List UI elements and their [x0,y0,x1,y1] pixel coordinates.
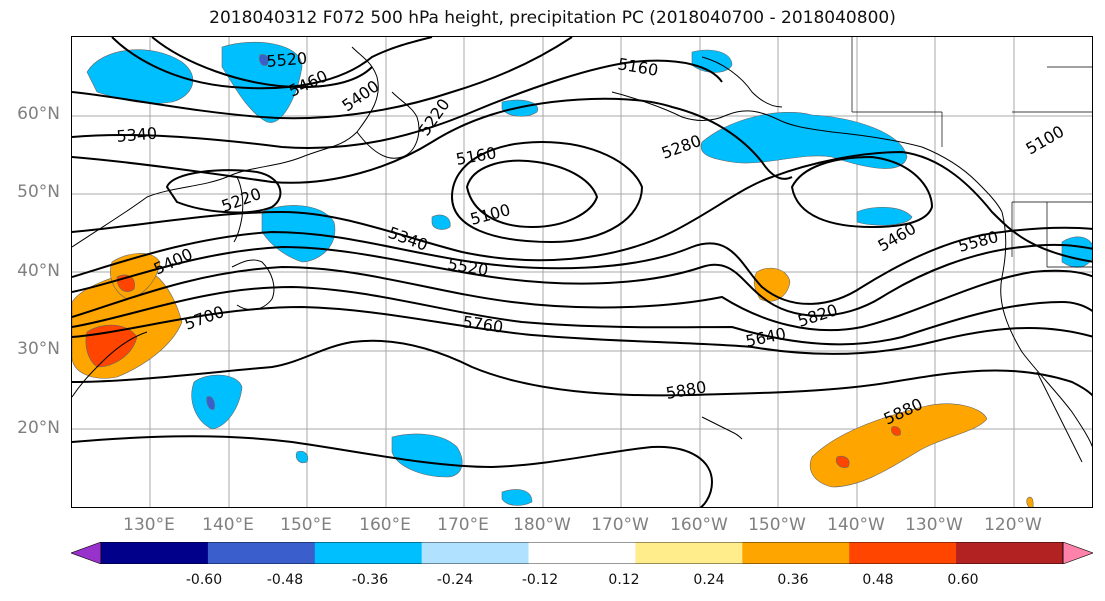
lon-label-130w: 130°W [905,515,963,535]
colorbar-extend-right [1062,542,1093,564]
precip-blue-small [431,214,451,230]
coast-baja [1036,371,1083,463]
lon-label-170e: 170°E [437,515,489,535]
colorbar-tick-label: -0.12 [521,572,559,588]
precip-red-se [836,455,850,468]
coast-asia [72,46,379,248]
precip-blue-alaska [700,112,908,169]
colorbar-tick-label: 0.48 [862,572,894,588]
precip-blue-coast [1061,236,1092,268]
colorbar-swatch [101,542,209,564]
colorbar-swatch [742,542,850,564]
lon-label-150e: 150°E [280,515,332,535]
lat-label-60n: 60°N [17,104,60,124]
coast-northamerica [1000,211,1092,448]
lon-label-150w: 150°W [748,515,806,535]
colorbar-swatch [635,542,743,564]
coast-alaska [611,91,1003,213]
colorbar-swatch [528,542,636,564]
colorbar-swatch [956,542,1064,564]
coast-sakhalin [233,176,244,243]
precip-red-japan [85,324,138,368]
lat-label-20n: 20°N [17,418,60,438]
contour-label: 5100 [1023,122,1068,159]
precip-orange-se [809,403,988,488]
colorbar-tick-label: 0.12 [608,572,640,588]
precip-blue-ne [691,49,733,73]
colorbar-frame [100,542,1064,564]
precip-blue-south3 [295,450,309,464]
colorbar [71,542,1093,564]
lon-label-140w: 140°W [827,515,885,535]
contour-label: 5340 [116,124,158,146]
colorbar-swatch [207,542,316,564]
lon-label-180w: 180°W [513,515,571,535]
lat-label-30n: 30°N [17,339,60,359]
precip-purple-2 [259,54,269,66]
contour-label: 5280 [659,131,704,163]
lat-label-40n: 40°N [17,261,60,281]
precip-red-se2 [891,426,901,436]
map-title: 2018040312 F072 500 hPa height, precipit… [209,8,896,28]
colorbar-swatch [421,542,530,564]
lon-label-170w: 170°W [591,515,649,535]
contour-label: 5520 [266,49,308,71]
colorbar-tick-label: 0.36 [777,572,809,588]
contour-label: 5640 [744,324,788,351]
contour-label: 5760 [461,312,504,336]
lon-label-160e: 160°E [359,515,411,535]
coast-hawaii [701,416,743,440]
precip-purple-1 [206,396,215,410]
colorbar-tick-label: -0.60 [185,572,223,588]
contour-label: 5700 [182,302,227,334]
contour-label: 5880 [664,377,707,403]
contour-label: 5520 [446,254,489,280]
coast-alaska-n [701,56,783,108]
lat-label-50n: 50°N [17,182,60,202]
lon-label-140e: 140°E [202,515,254,535]
contour-label: 5160 [616,54,659,80]
lon-label-160w: 160°W [670,515,728,535]
precip-blue-south [391,433,463,478]
coast-china [72,331,148,398]
lon-label-130e: 130°E [123,515,175,535]
precip-orange-mid [753,267,791,302]
colorbar-swatch [314,542,423,564]
map-area[interactable]: 5520 5460 5400 5220 5160 5340 5160 5100 … [71,36,1093,508]
colorbar-swatches [71,542,1093,564]
precip-blue-east [856,207,913,226]
precip-blue-subtrop [191,374,243,430]
colorbar-tick-label: 0.24 [693,572,725,588]
height-contours [72,37,1092,507]
precip-orange-far [1026,496,1034,507]
lon-label-120w: 120°W [984,515,1042,535]
coastlines [72,46,1092,463]
precip-blue-north [221,41,303,123]
colorbar-tick-label: 0.60 [947,572,979,588]
colorbar-tick-label: -0.24 [436,572,474,588]
contour-label: 5820 [795,300,840,331]
colorbar-tick-label: -0.36 [351,572,389,588]
contour-label: 5400 [151,244,196,278]
colorbar-tick-label: -0.48 [266,572,304,588]
map-canvas: 5520 5460 5400 5220 5160 5340 5160 5100 … [72,37,1092,507]
colorbar-extend-left [71,542,102,564]
precip-blue-south2 [501,489,533,506]
colorbar-swatch [849,542,957,564]
